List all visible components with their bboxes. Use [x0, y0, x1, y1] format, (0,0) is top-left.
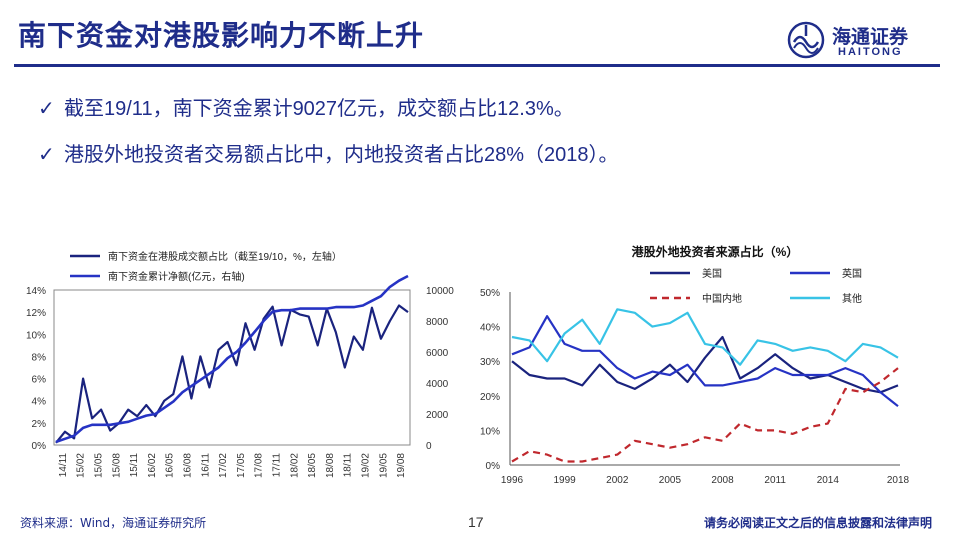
bullet-1-text: 截至19/11，南下资金累计9027亿元，成交额占比12.3%。	[64, 98, 574, 120]
y-right-tick-label: 4000	[426, 379, 449, 390]
x-tick-label: 19/05	[378, 453, 389, 478]
y-left-tick-label: 6%	[32, 375, 47, 386]
series-line-2	[511, 315, 899, 408]
legend-label-1: 南下资金在港股成交额占比（截至19/10，%，左轴）	[108, 250, 342, 263]
x-tick-label: 1996	[501, 475, 524, 486]
x-tick-label: 17/02	[218, 453, 229, 478]
series-line-4	[511, 308, 899, 366]
legend-label-4: 其他	[842, 292, 862, 305]
x-tick-label: 1999	[554, 475, 577, 486]
x-tick-label: 17/11	[272, 453, 283, 478]
disclaimer-note: 请务必阅读正文之后的信息披露和法律声明	[703, 516, 932, 530]
check-icon: ✓	[38, 142, 55, 166]
y-left-tick-label: 14%	[26, 286, 46, 297]
x-tick-label: 2005	[659, 475, 682, 486]
series-line-3	[511, 367, 899, 463]
logo-emblem-icon	[787, 21, 825, 59]
y-left-tick-label: 12%	[26, 308, 46, 319]
x-tick-label: 16/08	[183, 453, 194, 478]
plot-frame	[53, 289, 411, 446]
page-title: 南下资金对港股影响力不断上升	[18, 19, 425, 52]
y-left-tick-label: 4%	[32, 397, 47, 408]
x-tick-label: 16/11	[200, 453, 211, 478]
x-tick-label: 2011	[764, 475, 786, 486]
legend-label-2: 英国	[842, 267, 862, 280]
x-tick-label: 2014	[817, 475, 840, 486]
legend-label-3: 中国内地	[702, 292, 742, 305]
bullet-2-text: 港股外地投资者交易额占比中，内地投资者占比28%（2018）。	[64, 144, 619, 166]
x-tick-label: 15/11	[129, 453, 140, 478]
y-tick-label: 50%	[480, 288, 500, 299]
x-tick-label: 18/02	[289, 453, 300, 478]
y-left-tick-label: 10%	[26, 330, 46, 341]
x-tick-label: 16/02	[147, 453, 158, 478]
source-note: 资料来源：Wind，海通证券研究所	[20, 516, 207, 530]
x-tick-label: 19/08	[396, 453, 407, 478]
y-tick-label: 0%	[486, 461, 501, 472]
company-logo: 海通证券 HAITONG	[786, 18, 936, 62]
x-tick-label: 15/05	[94, 453, 105, 478]
y-tick-label: 30%	[480, 357, 500, 368]
check-icon: ✓	[38, 96, 55, 120]
chart-title: 港股外地投资者来源占比（%）	[632, 244, 799, 259]
logo-english-name: HAITONG	[838, 46, 903, 58]
series-line-1	[55, 304, 409, 444]
y-left-tick-label: 2%	[32, 419, 47, 430]
y-left-tick-label: 0%	[32, 441, 47, 452]
legend-label-2: 南下资金累计净额(亿元，右轴)	[108, 270, 245, 283]
x-tick-label: 2008	[711, 475, 734, 486]
x-tick-label: 18/05	[307, 453, 318, 478]
bullet-1: ✓ 截至19/11，南下资金累计9027亿元，成交额占比12.3%。	[38, 92, 574, 121]
y-right-tick-label: 10000	[426, 286, 454, 297]
y-right-tick-label: 6000	[426, 348, 449, 359]
legend-label-1: 美国	[702, 267, 722, 280]
x-tick-label: 14/11	[58, 453, 69, 478]
title-divider	[14, 64, 940, 67]
x-tick-label: 2018	[887, 475, 910, 486]
y-right-tick-label: 0	[426, 441, 432, 452]
logo-chinese-name: 海通证券	[832, 26, 909, 48]
x-tick-label: 17/05	[236, 453, 247, 478]
y-right-tick-label: 8000	[426, 317, 449, 328]
x-tick-label: 18/08	[325, 453, 336, 478]
x-tick-label: 2002	[606, 475, 629, 486]
x-tick-label: 15/08	[111, 453, 122, 478]
y-right-tick-label: 2000	[426, 410, 449, 421]
x-tick-label: 15/02	[76, 453, 87, 478]
southbound-flow-chart: 0% 2% 4% 6% 8% 10% 12% 14% 0 2000 4000 6000 8000 1000…	[26, 250, 454, 478]
x-tick-label: 16/05	[165, 453, 176, 478]
series-line-1	[511, 335, 899, 394]
foreign-investor-source-chart: 港股外地投资者来源占比（%） 0% 10% 20% 30% 40% 50% 1996 1999 2…	[480, 244, 910, 486]
y-left-tick-label: 8%	[32, 352, 47, 363]
series-line-2	[55, 274, 409, 444]
x-tick-label: 17/08	[254, 453, 265, 478]
y-tick-label: 40%	[480, 323, 500, 334]
page-number: 17	[468, 514, 484, 530]
y-tick-label: 20%	[480, 392, 500, 403]
x-tick-label: 18/11	[343, 453, 354, 478]
x-tick-label: 19/02	[361, 453, 372, 478]
y-tick-label: 10%	[480, 426, 500, 437]
bullet-2: ✓ 港股外地投资者交易额占比中，内地投资者占比28%（2018）。	[38, 138, 619, 167]
